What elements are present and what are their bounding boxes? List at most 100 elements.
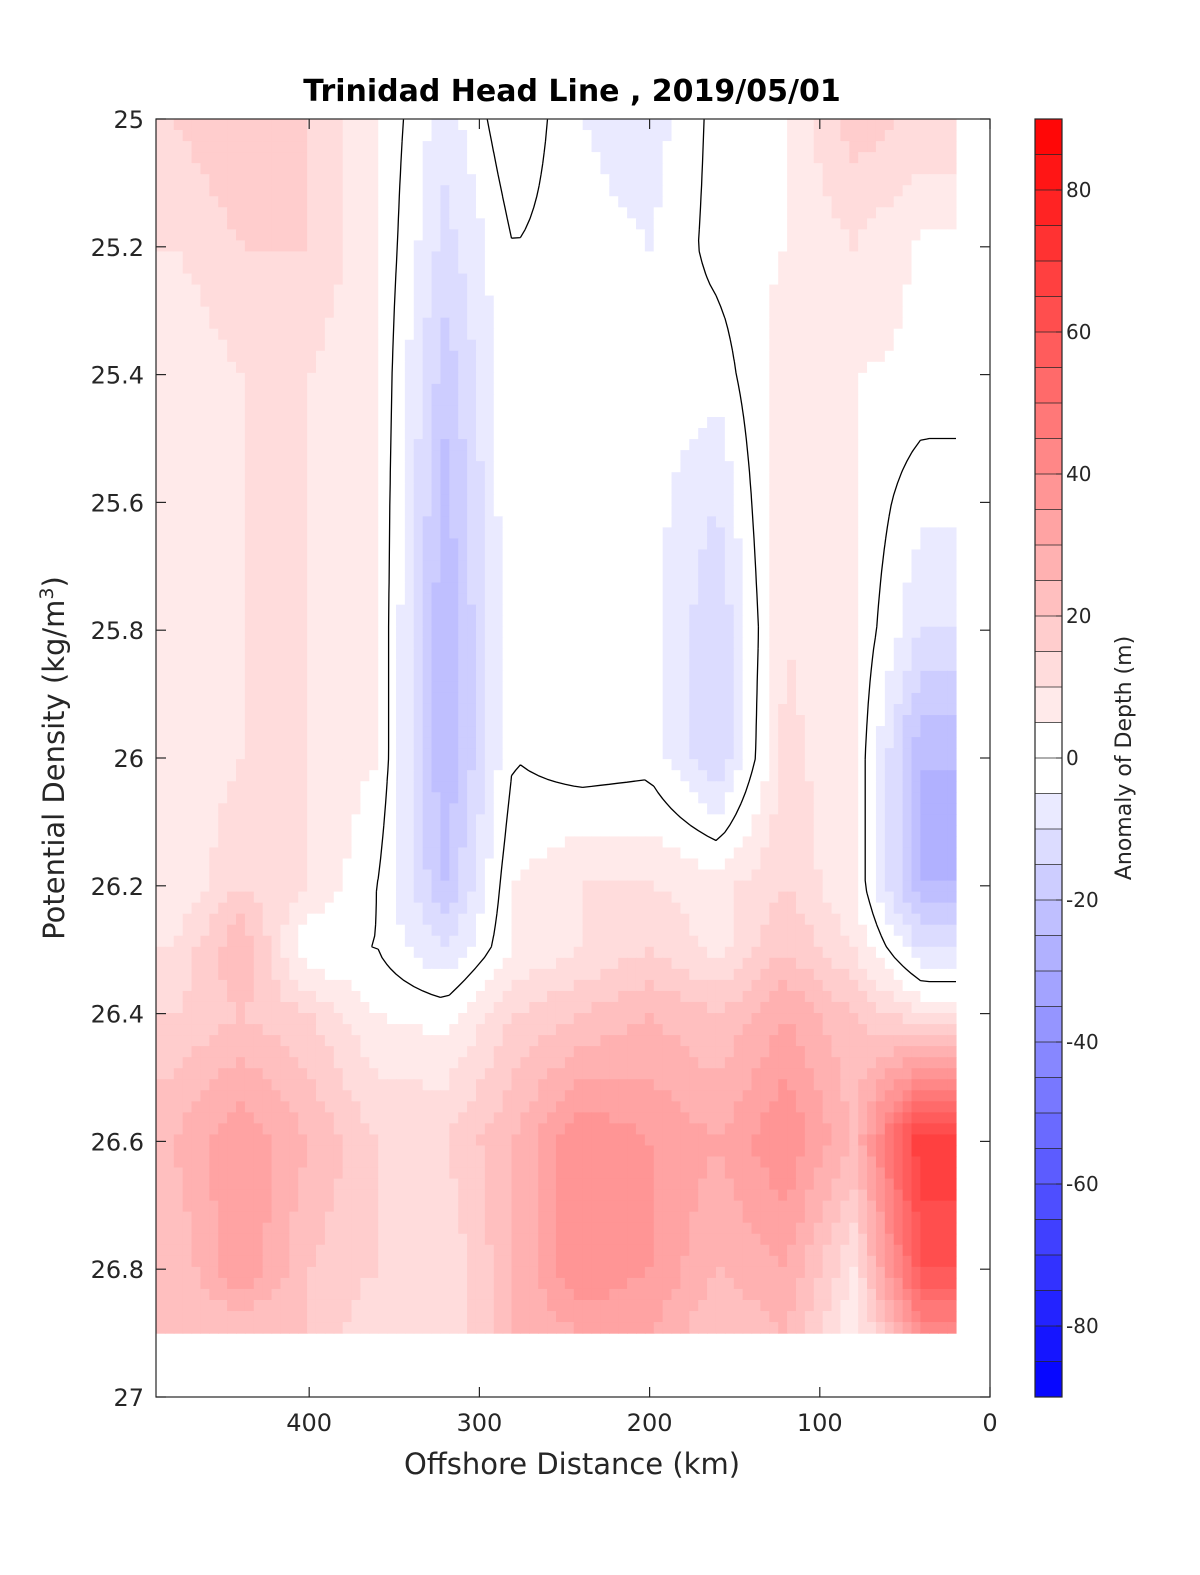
- field-cell: [662, 339, 673, 352]
- field-cell: [564, 527, 575, 540]
- field-cell: [431, 417, 442, 429]
- field-cell: [315, 571, 326, 584]
- field-cell: [689, 240, 699, 253]
- field-cell: [698, 163, 708, 175]
- field-cell: [600, 229, 610, 242]
- field-cell: [173, 626, 184, 639]
- field-cell: [920, 505, 930, 517]
- field-cell: [733, 295, 744, 308]
- field-cell: [707, 163, 717, 175]
- field-cell: [911, 417, 922, 429]
- field-cell: [680, 262, 690, 275]
- field-cell: [849, 615, 859, 628]
- field-cell: [662, 218, 673, 230]
- field-cell: [253, 185, 264, 197]
- field-cell: [662, 505, 673, 517]
- field-cell: [564, 218, 575, 230]
- field-cell: [342, 450, 353, 462]
- field-cell: [627, 692, 637, 705]
- field-cell: [218, 703, 228, 716]
- field-cell: [635, 461, 646, 473]
- field-cell: [591, 317, 602, 330]
- field-cell: [271, 549, 282, 562]
- field-cell: [555, 483, 566, 495]
- field-cell: [929, 505, 939, 517]
- field-cell: [849, 417, 859, 429]
- field-cell: [547, 527, 557, 540]
- field-cell: [378, 428, 388, 440]
- field-cell: [920, 626, 930, 639]
- field-cell: [680, 152, 690, 164]
- field-cell: [893, 560, 904, 573]
- field-cell: [938, 715, 948, 727]
- field-cell: [911, 372, 922, 385]
- field-cell: [182, 494, 193, 506]
- field-cell: [867, 604, 877, 617]
- field-cell: [538, 130, 548, 142]
- field-cell: [867, 692, 877, 705]
- field-cell: [769, 703, 779, 716]
- field-cell: [209, 461, 219, 473]
- field-cell: [929, 593, 939, 606]
- field-cell: [787, 240, 797, 253]
- field-cell: [849, 372, 859, 385]
- field-cell: [502, 681, 513, 694]
- field-cell: [875, 251, 886, 264]
- field-cell: [378, 350, 388, 363]
- field-cell: [520, 284, 530, 297]
- field-cell: [209, 273, 219, 286]
- field-cell: [395, 681, 406, 694]
- field-cell: [618, 681, 628, 694]
- field-cell: [938, 229, 948, 242]
- field-cell: [653, 163, 664, 175]
- field-cell: [475, 527, 486, 540]
- field-cell: [449, 692, 459, 705]
- field-cell: [671, 626, 682, 639]
- field-cell: [893, 152, 904, 164]
- field-cell: [493, 715, 504, 727]
- field-cell: [440, 516, 450, 528]
- field-cell: [395, 648, 406, 661]
- field-cell: [404, 417, 415, 429]
- field-cell: [911, 262, 922, 275]
- field-cell: [324, 527, 335, 540]
- field-cell: [387, 659, 397, 672]
- field-cell: [564, 207, 575, 219]
- field-cell: [182, 251, 193, 264]
- field-cell: [538, 394, 548, 407]
- field-cell: [760, 505, 770, 517]
- field-cell: [742, 229, 753, 242]
- field-cell: [822, 130, 833, 142]
- field-cell: [724, 715, 735, 727]
- field-cell: [680, 670, 690, 683]
- field-cell: [609, 251, 619, 264]
- field-cell: [875, 207, 886, 219]
- field-cell: [333, 262, 344, 275]
- field-cell: [236, 428, 246, 440]
- field-cell: [822, 715, 833, 727]
- field-cell: [440, 185, 450, 197]
- field-cell: [769, 218, 779, 230]
- field-cell: [342, 339, 353, 352]
- field-cell: [369, 715, 379, 727]
- field-cell: [547, 604, 557, 617]
- field-cell: [600, 240, 610, 253]
- field-cell: [671, 703, 682, 716]
- field-cell: [182, 726, 193, 738]
- field-cell: [787, 571, 797, 584]
- field-cell: [787, 339, 797, 352]
- field-cell: [173, 593, 184, 606]
- field-cell: [413, 229, 424, 242]
- field-cell: [707, 218, 717, 230]
- field-cell: [591, 240, 602, 253]
- field-cell: [938, 538, 948, 551]
- field-cell: [298, 648, 308, 661]
- field-cell: [840, 604, 850, 617]
- field-cell: [600, 152, 610, 164]
- field-cell: [156, 405, 166, 418]
- field-cell: [609, 383, 619, 396]
- field-cell: [164, 361, 175, 374]
- field-cell: [707, 405, 717, 418]
- field-cell: [244, 185, 255, 197]
- field-cell: [724, 339, 735, 352]
